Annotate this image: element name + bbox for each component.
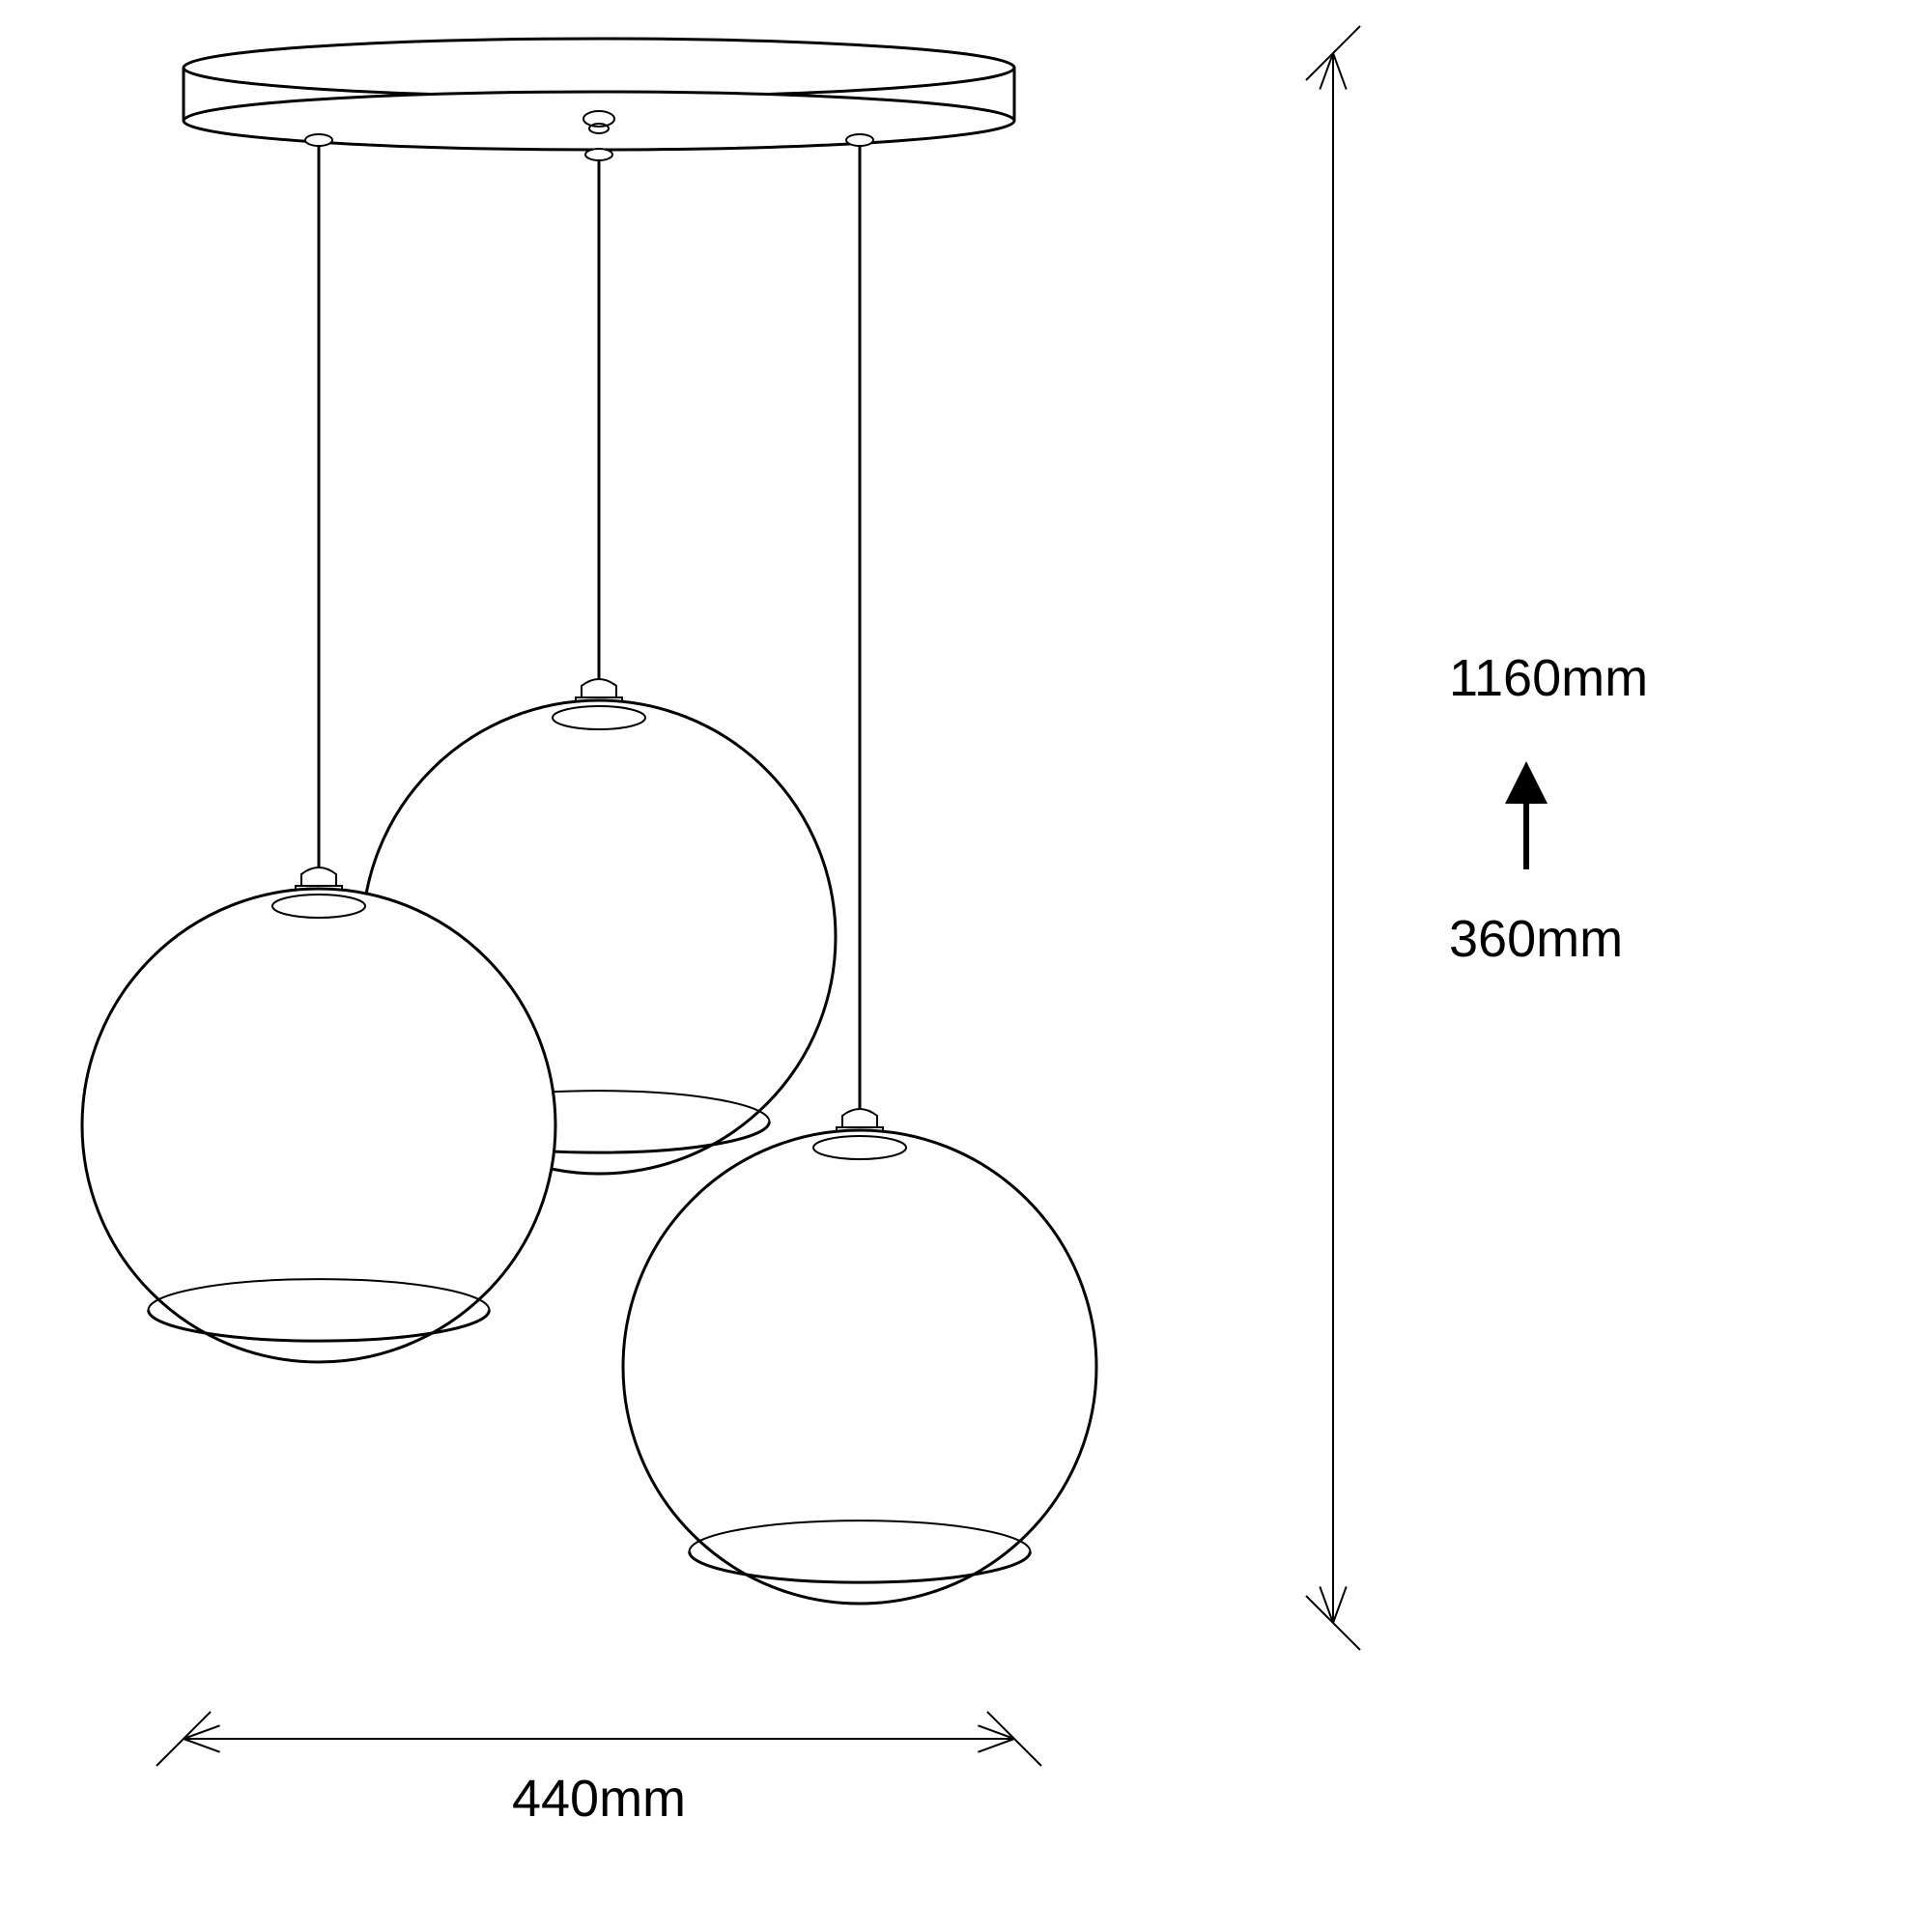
dimension-height-max: 1160mm bbox=[1449, 649, 1648, 707]
globe-outline bbox=[623, 1130, 1096, 1604]
pendant-light-diagram: 1160mm 360mm 440mm bbox=[0, 0, 1932, 1932]
globe-outline bbox=[82, 889, 555, 1362]
dimension-height-min: 360mm bbox=[1449, 910, 1623, 968]
canopy-top-edge bbox=[184, 39, 1014, 97]
dimension-width: 440mm bbox=[512, 1770, 686, 1828]
